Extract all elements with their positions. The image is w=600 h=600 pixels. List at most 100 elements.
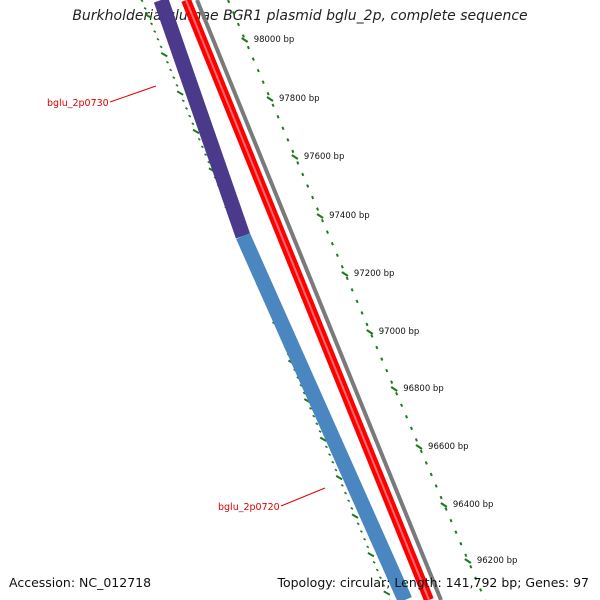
minor-tick [444, 507, 448, 511]
gene-label-text: bglu_2p0730 [47, 98, 109, 109]
sequence-summary: Topology: circular; Length: 141,792 bp; … [277, 575, 589, 590]
minor-tick [271, 103, 275, 108]
inner-minor-tick [175, 83, 179, 87]
minor-tick [261, 80, 265, 84]
inner-minor-tick [172, 76, 176, 80]
minor-tick [434, 484, 438, 488]
minor-tick [365, 322, 369, 327]
minor-tick [227, 0, 231, 4]
minor-tick [449, 518, 453, 523]
gene-bglu_2p0730-arc[interactable] [153, 0, 251, 239]
major-tick [390, 386, 398, 392]
inner-minor-tick [156, 37, 160, 41]
inner-minor-tick [150, 22, 154, 26]
major-tick [291, 154, 299, 160]
minor-tick [276, 114, 280, 119]
inner-major-tick [335, 475, 343, 481]
inner-minor-tick [363, 537, 367, 541]
inner-minor-tick [140, 0, 144, 3]
minor-tick [370, 334, 374, 338]
inner-minor-tick [169, 68, 173, 72]
minor-tick [419, 449, 423, 454]
inner-minor-tick [356, 522, 360, 526]
inner-major-tick [176, 90, 184, 96]
gene-label-bglu_2p0730[interactable]: bglu_2p0730 [47, 85, 157, 109]
major-tick [440, 502, 448, 508]
inner-minor-tick [372, 560, 376, 564]
inner-minor-tick [382, 583, 386, 587]
minor-tick [246, 45, 250, 50]
inner-minor-tick [165, 60, 169, 64]
minor-tick [241, 34, 245, 38]
minor-tick [464, 553, 468, 558]
minor-tick [325, 230, 329, 234]
inner-minor-tick [185, 107, 188, 110]
inner-major-tick [192, 128, 200, 135]
ruler-tick-label: 97200 bp [354, 269, 395, 279]
minor-tick [350, 288, 354, 292]
minor-tick [345, 276, 349, 281]
minor-tick [266, 91, 270, 96]
inner-major-tick [319, 436, 327, 442]
gene-bglu_2p0720-arc[interactable] [236, 232, 412, 600]
minor-tick [395, 391, 399, 396]
inner-minor-tick [197, 137, 201, 141]
minor-tick [296, 161, 300, 165]
forward-strand-highlight [185, 0, 430, 600]
inner-minor-tick [153, 30, 157, 33]
inner-minor-tick [318, 430, 322, 433]
inner-minor-tick [334, 468, 338, 472]
minor-tick [474, 576, 478, 581]
minor-tick [330, 241, 334, 246]
minor-tick [469, 564, 473, 569]
inner-minor-tick [181, 99, 185, 103]
minor-tick [251, 57, 255, 61]
minor-tick [291, 149, 295, 154]
inner-minor-tick [375, 568, 379, 572]
inner-minor-tick [207, 160, 211, 164]
minor-tick [335, 253, 339, 258]
minor-tick [390, 380, 394, 384]
minor-tick [320, 218, 325, 223]
minor-tick [400, 403, 404, 408]
inner-minor-tick [309, 407, 312, 410]
minor-tick [385, 368, 389, 373]
inner-minor-tick [347, 499, 351, 503]
inner-minor-tick [200, 145, 204, 149]
ruler-tick-label: 97000 bp [379, 327, 420, 337]
minor-tick [375, 345, 379, 350]
ruler-tick-label: 98000 bp [254, 35, 295, 45]
major-tick [241, 37, 249, 43]
gene-label-bglu_2p0720[interactable]: bglu_2p0720 [218, 487, 326, 513]
major-tick [316, 213, 324, 219]
major-tick [366, 329, 374, 335]
gene-label-leader [109, 85, 157, 103]
inner-major-tick [383, 590, 391, 596]
minor-tick [429, 472, 433, 477]
minor-tick [286, 138, 290, 142]
inner-minor-tick [344, 491, 347, 495]
minor-tick [316, 207, 320, 211]
minor-tick [459, 541, 463, 546]
inner-minor-tick [188, 114, 192, 118]
minor-tick [414, 438, 418, 442]
minor-tick [281, 126, 285, 131]
minor-tick [355, 299, 359, 304]
gene-label-leader [280, 487, 326, 507]
inner-minor-tick [359, 530, 363, 533]
ruler-tick-label: 96600 bp [428, 442, 469, 452]
ruler-tick-label: 97800 bp [279, 94, 320, 104]
major-tick [266, 96, 274, 102]
major-tick [464, 558, 472, 564]
ruler-tick-label: 96400 bp [453, 500, 494, 510]
inner-major-tick [351, 513, 359, 519]
minor-tick [360, 311, 364, 315]
minor-tick [405, 414, 409, 419]
minor-tick [454, 530, 458, 534]
inner-minor-tick [143, 7, 147, 10]
inner-minor-tick [159, 45, 163, 49]
outer-tick-ruler: 98000 bp 97800 bp 97600 bp 97400 bp 97200 bp… [227, 0, 517, 600]
inner-major-tick [367, 551, 375, 558]
minor-tick [479, 588, 483, 592]
